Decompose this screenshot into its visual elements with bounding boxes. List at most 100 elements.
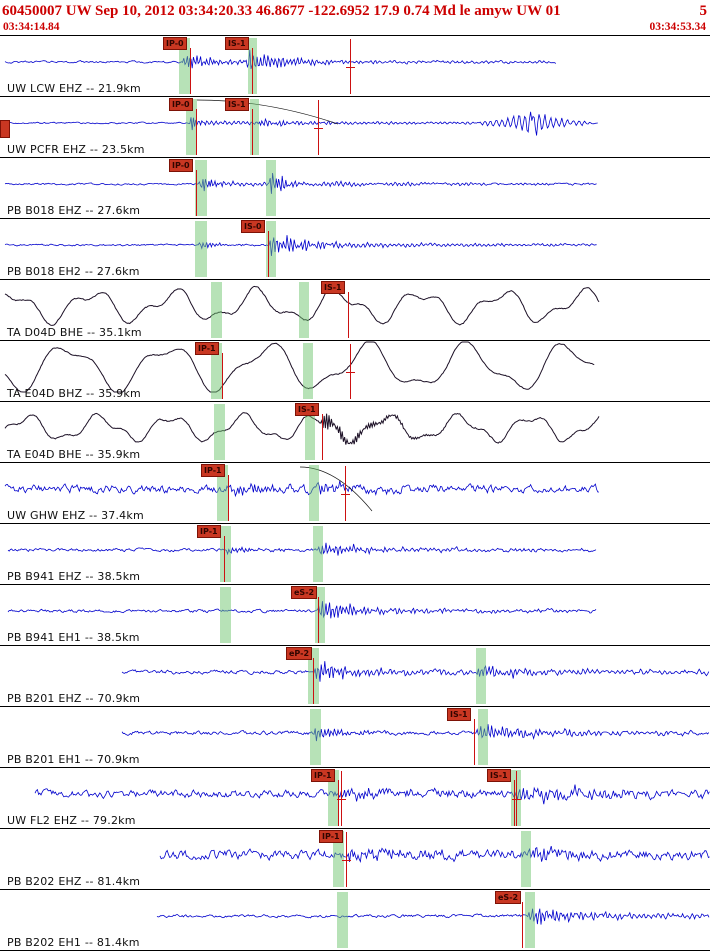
trace-panel-15[interactable]: eS-2 PB B202 EH1 -- 81.4km [0,890,710,951]
phase-pick-line[interactable] [224,536,225,582]
waveform-svg [7,542,597,556]
waveform-svg [4,49,557,70]
waveform-svg [4,341,595,393]
phase-pick-line[interactable] [322,414,323,460]
predicted-arrival-window [525,892,535,948]
trace-panel-6[interactable]: IP-1 TA E04D BHZ -- 35.9km [0,341,710,402]
station-label: UW FL2 EHZ -- 79.2km [7,814,136,827]
station-label: PB B202 EHZ -- 81.4km [7,875,141,888]
trace-panel-1[interactable]: IP-0 IS-1 UW LCW EHZ -- 21.9km [0,36,710,97]
phase-pick-flag[interactable]: IS-1 [447,708,471,721]
trace-panel-3[interactable]: IP-0 PB B018 EHZ -- 27.6km [0,158,710,219]
waveform-trace [4,412,600,445]
predicted-arrival-window [478,709,488,765]
phase-pick-line[interactable] [190,48,191,94]
phase-pick-flag[interactable]: IP-0 [169,98,193,111]
predicted-arrival-window [214,404,225,460]
predicted-arrival-window [220,587,231,643]
pick-uncertainty-line[interactable] [350,39,351,94]
phase-pick-flag[interactable]: IS-0 [241,220,265,233]
waveform-svg [121,661,710,682]
phase-pick-flag[interactable]: IP-1 [197,525,221,538]
trace-panel-9[interactable]: IP-1 PB B941 EHZ -- 38.5km [0,524,710,585]
predicted-arrival-window [220,526,231,582]
trace-panel-12[interactable]: IS-1 PB B201 EH1 -- 70.9km [0,707,710,768]
phase-pick-flag[interactable]: IS-1 [225,37,249,50]
phase-pick-flag[interactable]: IP-1 [195,342,219,355]
phase-pick-flag[interactable]: IP-1 [319,830,343,843]
station-label: TA E04D BHE -- 35.9km [7,448,141,461]
phase-pick-flag[interactable]: IS-1 [295,403,319,416]
pick-uncertainty-line[interactable] [345,466,346,521]
pick-uncertainty-line[interactable] [516,771,517,826]
phase-pick-line[interactable] [514,780,515,826]
trace-panel-4[interactable]: IS-0 PB B018 EH2 -- 27.6km [0,219,710,280]
phase-pick-line[interactable] [196,109,197,155]
phase-pick-flag[interactable]: IS-1 [321,281,345,294]
trace-panel-11[interactable]: eP-2 PB B201 EHZ -- 70.9km [0,646,710,707]
phase-pick-line[interactable] [228,475,229,521]
phase-pick-flag[interactable]: IS-1 [225,98,249,111]
phase-pick-flag[interactable]: eS-2 [291,586,318,599]
predicted-arrival-window [179,38,190,94]
waveform-trace [121,661,710,682]
phase-pick-line[interactable] [522,902,523,948]
pick-uncertainty-line[interactable] [318,100,319,155]
station-label: UW GHW EHZ -- 37.4km [7,509,144,522]
phase-pick-line[interactable] [252,48,253,94]
predicted-arrival-window [315,587,325,643]
event-summary: 60450007 UW Sep 10, 2012 03:34:20.33 46.… [2,3,561,19]
waveform-svg [34,784,710,805]
overlay-curve [299,466,373,512]
phase-pick-line[interactable] [222,353,223,399]
phase-pick-line[interactable] [196,170,197,216]
trace-panel-7[interactable]: IS-1 TA E04D BHE -- 35.9km [0,402,710,463]
phase-pick-line[interactable] [346,841,347,887]
trace-panel-14[interactable]: IP-1 PB B202 EHZ -- 81.4km [0,829,710,890]
trace-panel-5[interactable]: IS-1 TA D04D BHE -- 35.1km [0,280,710,341]
waveform-svg [159,845,710,863]
waveform-trace [4,111,598,136]
predicted-arrival-window [186,99,197,155]
phase-pick-line[interactable] [338,780,339,826]
phase-pick-flag[interactable]: IS-1 [487,769,511,782]
phase-pick-line[interactable] [318,597,319,643]
phase-pick-line[interactable] [348,292,349,338]
phase-pick-flag[interactable]: IP-0 [169,159,193,172]
waveform-svg [4,99,598,136]
waveform-trace [156,908,710,925]
predicted-arrival-window [333,831,344,887]
phase-pick-flag[interactable]: eP-2 [286,647,313,660]
waveform-trace [4,480,599,498]
waveform-svg [4,412,600,445]
trace-panel-8[interactable]: IP-1 UW GHW EHZ -- 37.4km [0,463,710,524]
pick-uncertainty-tick [512,799,521,800]
overlay-curve [196,99,339,125]
predicted-arrival-window [211,282,222,338]
station-label: PB B941 EH1 -- 38.5km [7,631,140,644]
pick-uncertainty-line[interactable] [341,771,342,826]
phase-pick-flag[interactable]: eS-2 [495,891,522,904]
station-label: UW PCFR EHZ -- 23.5km [7,143,145,156]
predicted-arrival-window [309,465,319,521]
pick-uncertainty-tick [337,799,346,800]
phase-pick-line[interactable] [474,719,475,765]
trace-panel-10[interactable]: eS-2 PB B941 EH1 -- 38.5km [0,585,710,646]
waveform-trace [7,542,597,556]
phase-pick-line[interactable] [313,658,314,704]
predicted-arrival-window [195,160,207,216]
phase-pick-flag[interactable]: IP-1 [311,769,335,782]
trace-panel-2[interactable]: IP-0 IS-1 UW PCFR EHZ -- 23.5km [0,97,710,158]
waveform-trace [7,601,597,619]
station-label: TA E04D BHZ -- 35.9km [7,387,141,400]
pick-uncertainty-line[interactable] [350,344,351,399]
waveform-svg [4,172,597,194]
phase-pick-line[interactable] [252,109,253,155]
phase-pick-line[interactable] [268,231,269,277]
station-label: UW LCW EHZ -- 21.9km [7,82,141,95]
trace-panel-13[interactable]: IP-1 IS-1 UW FL2 EHZ -- 79.2km [0,768,710,829]
station-label: PB B941 EHZ -- 38.5km [7,570,141,583]
phase-pick-flag[interactable]: IP-1 [201,464,225,477]
predicted-arrival-window [337,892,348,948]
phase-pick-flag[interactable]: IP-0 [163,37,187,50]
